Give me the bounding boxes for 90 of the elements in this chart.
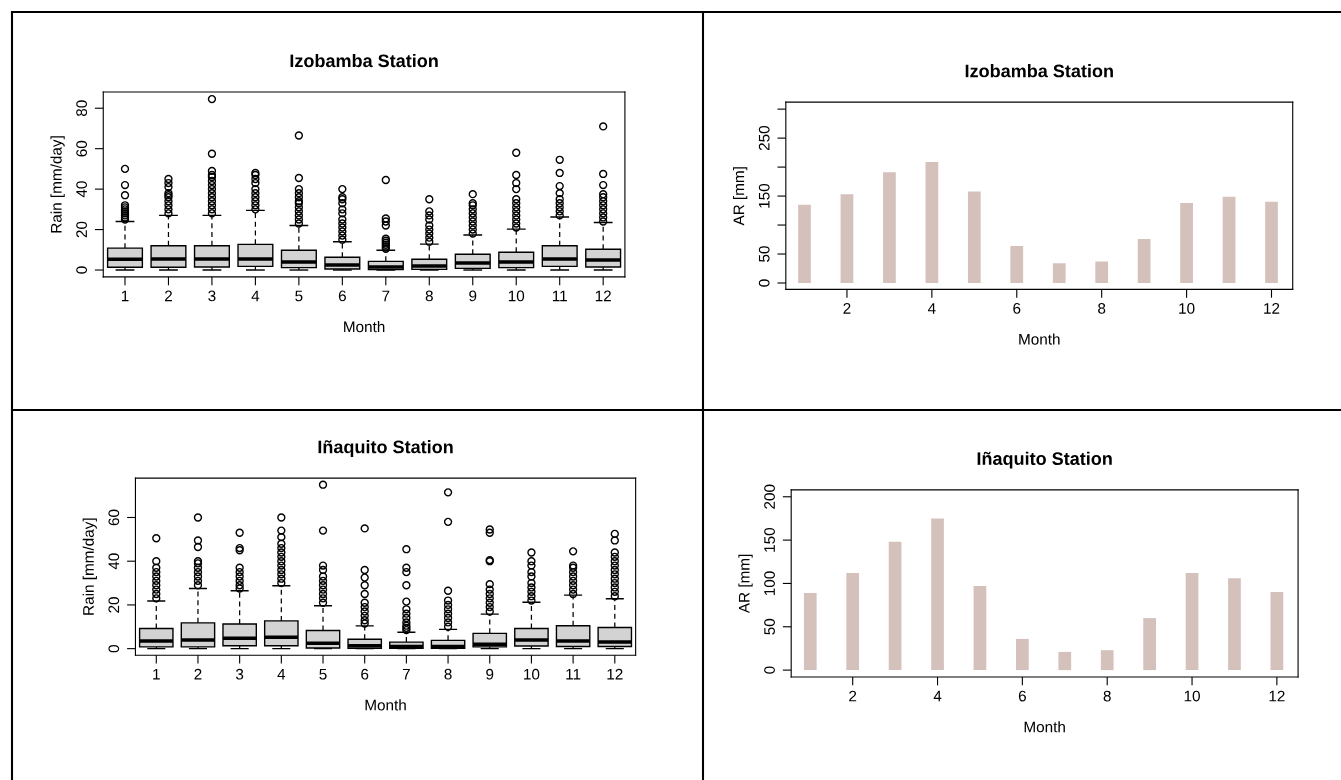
- bar: [1052, 263, 1066, 283]
- x-tick-label: 8: [425, 290, 433, 302]
- bar: [888, 541, 902, 671]
- x-tick-label: 11: [566, 668, 581, 680]
- x-tick-label: 12: [607, 668, 623, 680]
- x-tick-label: 2: [194, 668, 202, 680]
- y-tick-label: 50: [764, 618, 775, 635]
- y-tick-label: 250: [758, 125, 770, 151]
- y-axis-title: Rain [mm/day]: [50, 136, 65, 233]
- chart-title: Iñaquito Station: [977, 451, 1112, 469]
- bar: [803, 592, 817, 671]
- bar: [1270, 592, 1284, 671]
- y-tick-label: 150: [764, 527, 775, 552]
- bar: [883, 172, 896, 283]
- bar: [967, 191, 981, 283]
- y-tick-label: 0: [76, 266, 88, 274]
- y-tick-label: 150: [758, 183, 770, 208]
- bar: [1265, 201, 1278, 283]
- x-tick-label: 6: [361, 668, 369, 680]
- y-tick-label: 20: [76, 221, 88, 238]
- x-tick-label: 12: [1264, 302, 1280, 314]
- x-tick-label: 6: [1013, 302, 1021, 314]
- y-tick-label: 20: [108, 597, 120, 613]
- bar: [1222, 196, 1236, 283]
- x-tick-label: 5: [319, 668, 327, 680]
- y-tick-label: 0: [758, 279, 770, 287]
- x-tick-label: 3: [235, 668, 244, 680]
- x-tick-label: 9: [486, 668, 494, 680]
- x-tick-label: 7: [402, 668, 410, 680]
- bar: [931, 518, 944, 671]
- x-tick-label: 8: [1098, 302, 1106, 314]
- x-tick-label: 8: [1103, 690, 1111, 702]
- x-tick-label: 10: [1184, 690, 1200, 702]
- bar: [925, 161, 939, 283]
- bar: [1095, 261, 1109, 283]
- y-tick-label: 40: [108, 553, 120, 570]
- x-axis-title: Month: [365, 699, 406, 711]
- bar: [1143, 618, 1156, 671]
- chart-title: Izobamba Station: [290, 53, 438, 68]
- y-tick-label: 50: [758, 246, 770, 262]
- x-tick-label: 12: [595, 290, 611, 302]
- bar: [798, 204, 811, 283]
- x-tick-label: 2: [849, 690, 857, 702]
- y-axis-title: AR [mm]: [738, 554, 753, 614]
- x-tick-label: 4: [277, 668, 286, 680]
- x-tick-label: 7: [382, 290, 390, 302]
- y-tick-label: 200: [764, 484, 775, 509]
- chart-title: Izobamba Station: [965, 64, 1113, 78]
- x-tick-label: 9: [469, 290, 477, 302]
- x-tick-label: 3: [208, 290, 216, 302]
- x-tick-label: 6: [1018, 690, 1026, 702]
- x-tick-label: 8: [444, 668, 452, 680]
- bar: [1016, 638, 1029, 671]
- x-tick-label: 10: [1179, 302, 1195, 314]
- y-tick-label: 80: [76, 100, 88, 117]
- bar: [1010, 245, 1024, 283]
- x-tick-label: 6: [338, 290, 346, 302]
- x-tick-label: 2: [164, 290, 172, 302]
- x-tick-label: 1: [153, 668, 160, 680]
- x-axis-title: Month: [1019, 333, 1060, 345]
- x-tick-label: 12: [1269, 690, 1285, 702]
- bar: [1100, 650, 1114, 671]
- bar: [1185, 573, 1199, 671]
- x-tick-label: 1: [121, 290, 129, 302]
- y-tick-label: 0: [764, 666, 775, 674]
- bar: [1058, 651, 1072, 671]
- y-tick-label: 100: [764, 571, 775, 596]
- x-axis-title: Month: [344, 321, 385, 333]
- bar: [846, 573, 860, 671]
- x-tick-label: 10: [508, 290, 525, 302]
- bar: [1137, 238, 1151, 283]
- x-tick-label: 4: [927, 303, 936, 314]
- x-tick-label: 5: [295, 290, 303, 302]
- bar: [973, 586, 987, 671]
- x-tick-label: 10: [524, 668, 540, 680]
- y-tick-label: 40: [76, 181, 88, 198]
- x-tick-label: 2: [843, 302, 851, 314]
- bar: [1228, 578, 1241, 671]
- x-tick-label: 4: [251, 290, 260, 302]
- bar: [1180, 203, 1193, 283]
- x-tick-label: 4: [933, 690, 942, 702]
- bar: [840, 194, 854, 283]
- x-axis-title: Month: [1024, 721, 1065, 733]
- chart-title: Iñaquito Station: [318, 440, 453, 457]
- y-tick-label: 60: [76, 140, 88, 157]
- y-tick-label: 60: [108, 509, 120, 526]
- y-axis-title: Rain [mm/day]: [82, 518, 97, 615]
- y-axis-title: AR [mm]: [733, 167, 748, 226]
- y-tick-label: 0: [108, 644, 120, 653]
- x-tick-label: 11: [552, 290, 567, 302]
